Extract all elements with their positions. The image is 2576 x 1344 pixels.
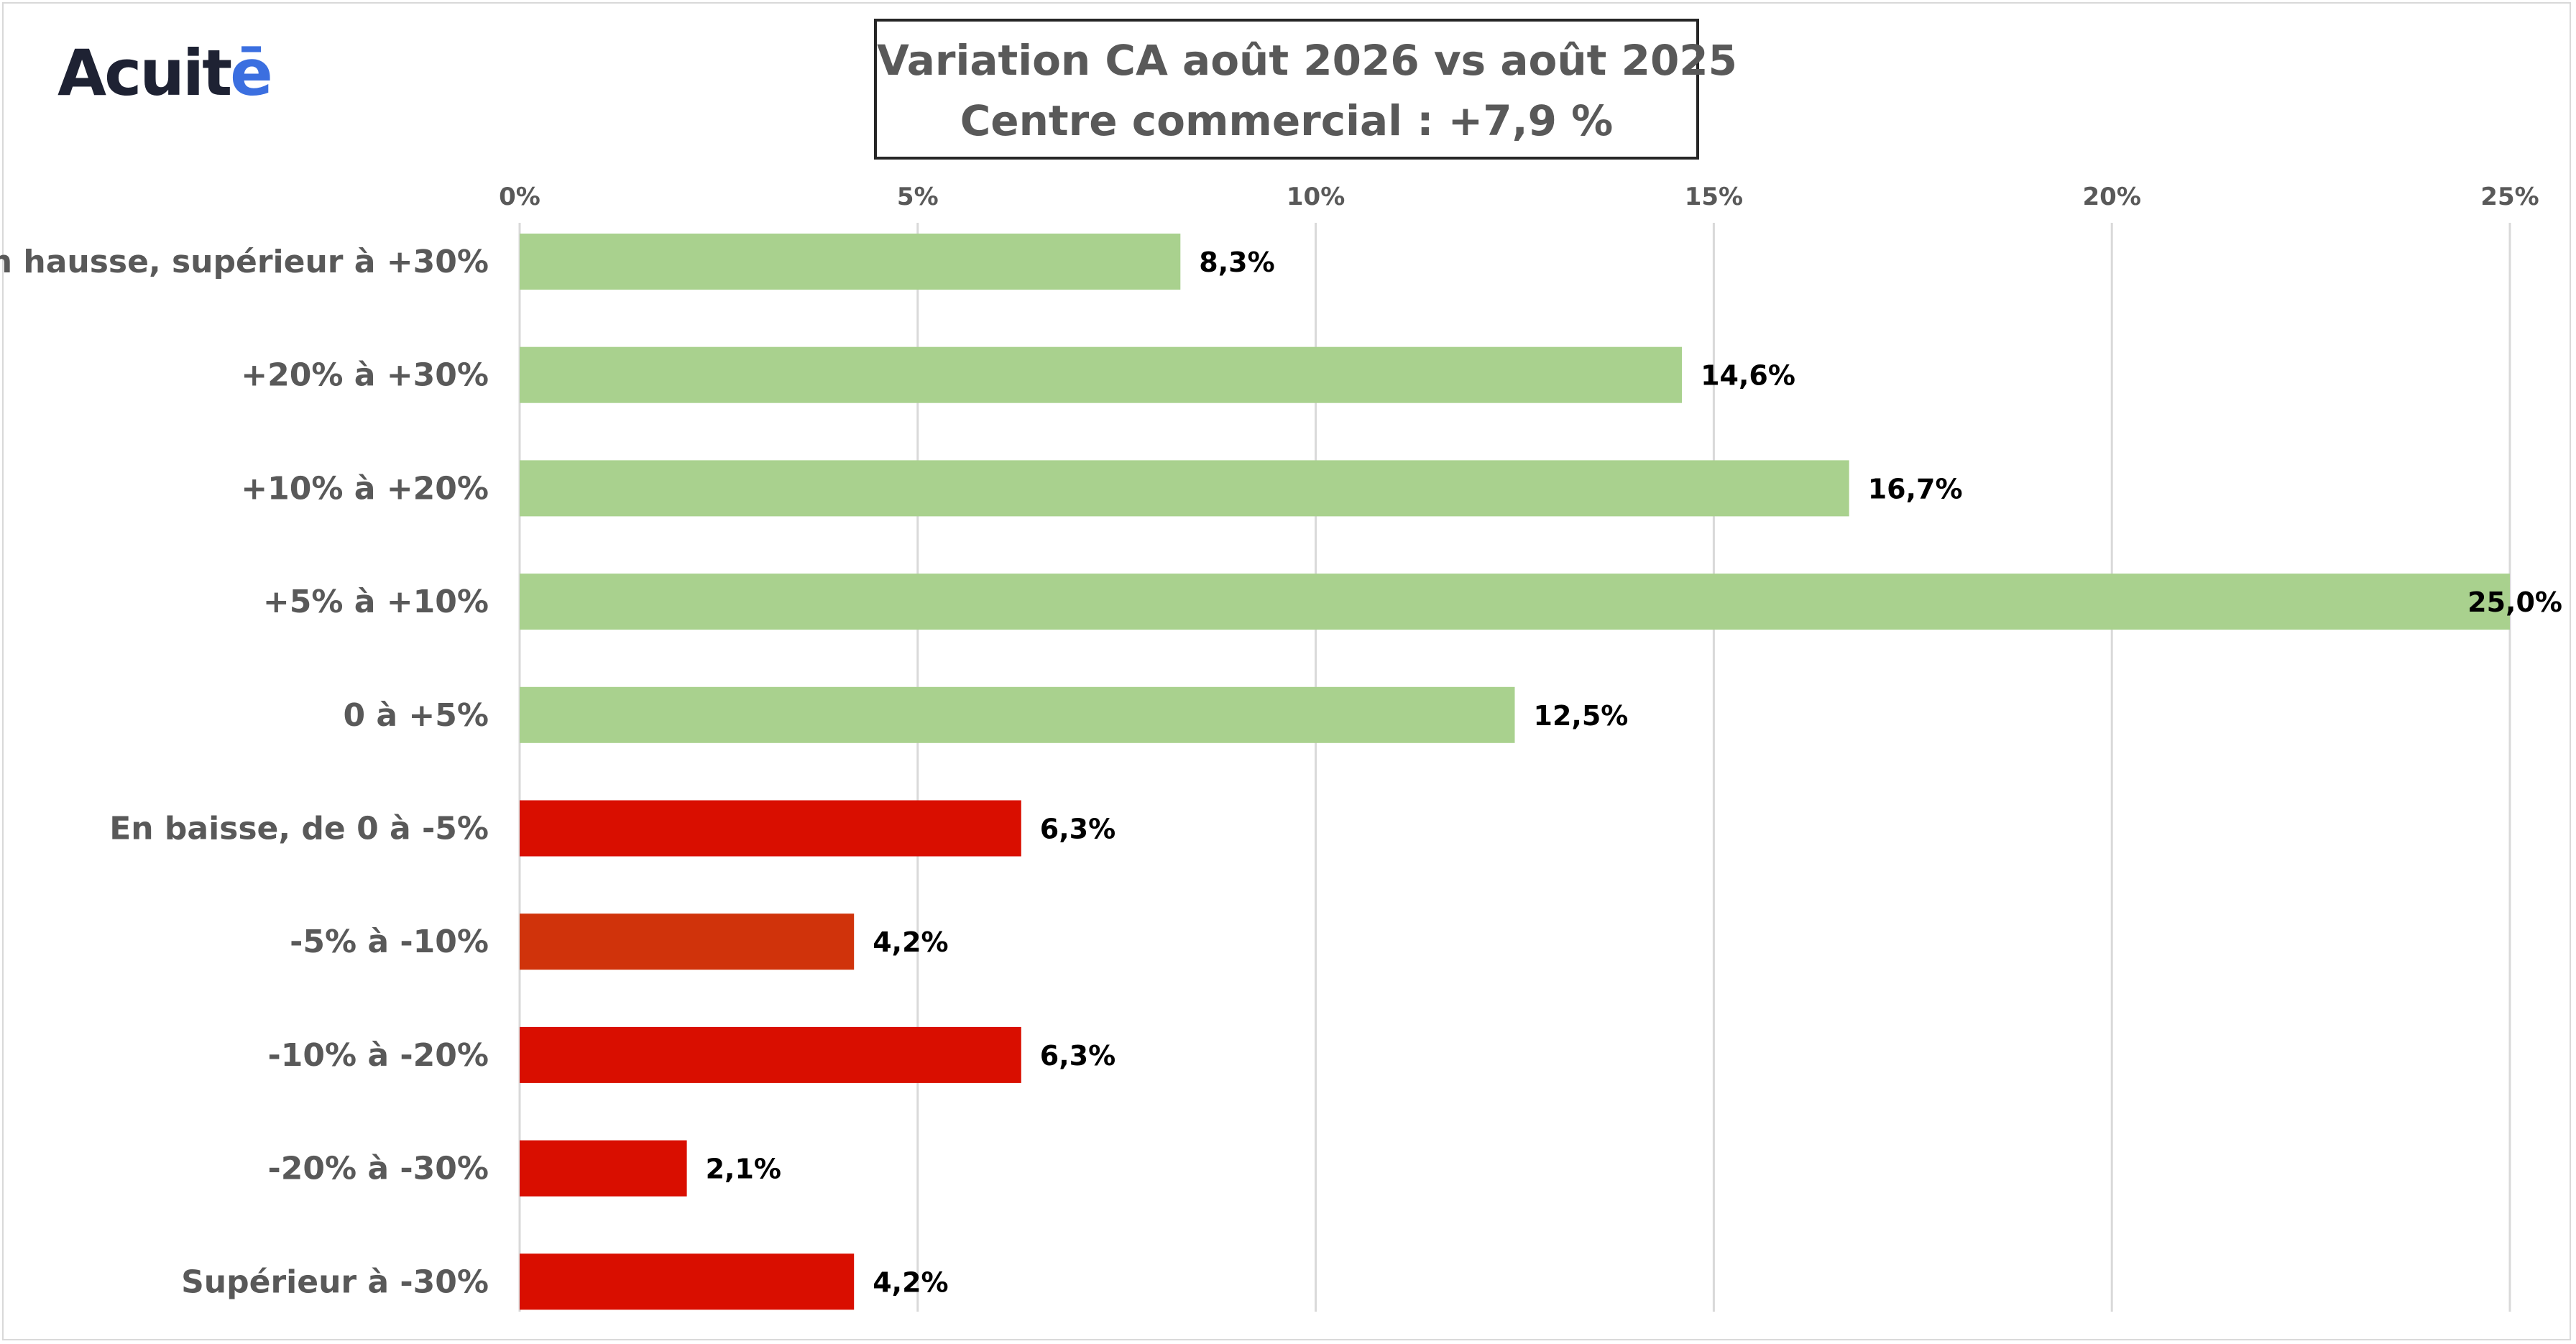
data-label: 4,2% <box>873 926 948 958</box>
category-label: En baisse, de 0 à -5% <box>109 811 489 847</box>
bars <box>520 234 2510 1310</box>
bar <box>520 346 1683 403</box>
data-label: 2,1% <box>706 1154 781 1185</box>
chart-subtitle: Centre commercial : +7,9 % <box>960 96 1614 145</box>
chart-title: Variation CA août 2026 vs août 2025 <box>877 36 1738 85</box>
category-labels: En hausse, supérieur à +30% +20% à +30% +1… <box>0 244 489 1300</box>
x-tick-label: 15% <box>1685 183 1743 211</box>
acuite-logo: Acuitē <box>58 36 273 110</box>
x-tick-label: 5% <box>897 183 939 211</box>
logo-text-accent: ē <box>230 36 273 110</box>
data-label: 4,2% <box>873 1266 948 1298</box>
bar <box>520 1253 855 1310</box>
category-label: -10% à -20% <box>268 1037 489 1074</box>
x-tick-label: 25% <box>2480 183 2539 211</box>
category-label: +5% à +10% <box>263 584 489 620</box>
x-tick-label: 10% <box>1287 183 1345 211</box>
category-label: +10% à +20% <box>241 470 489 507</box>
category-label: +20% à +30% <box>241 357 489 394</box>
category-label: En hausse, supérieur à +30% <box>0 244 489 280</box>
chart-title-box: Variation CA août 2026 vs août 2025 Cent… <box>874 19 1738 160</box>
data-label: 8,3% <box>1199 247 1274 278</box>
category-label: 0 à +5% <box>343 697 489 734</box>
bar <box>520 1026 1021 1083</box>
bar <box>520 913 855 970</box>
x-tick-label: 0% <box>499 183 540 211</box>
bar <box>520 460 1849 517</box>
x-axis-ticks: 0% 5% 10% 15% 20% 25% <box>499 183 2539 211</box>
data-label: 25,0% <box>2467 586 2562 618</box>
x-tick-label: 20% <box>2083 183 2141 211</box>
category-label: Supérieur à -30% <box>181 1264 489 1300</box>
bar <box>520 686 1515 743</box>
data-label: 6,3% <box>1040 1040 1116 1072</box>
bar <box>520 234 1181 290</box>
gridlines <box>518 223 2511 1312</box>
bar <box>520 800 1021 857</box>
category-label: -20% à -30% <box>268 1151 489 1187</box>
data-label: 6,3% <box>1040 814 1116 845</box>
data-label: 12,5% <box>1534 700 1629 732</box>
data-label: 14,6% <box>1701 360 1795 392</box>
bar <box>520 574 2510 630</box>
data-label: 16,7% <box>1868 473 1963 505</box>
data-labels: 8,3% 14,6% 16,7% 25,0% 12,5% 6,3% 4,2% 6,3% 2,1%… <box>706 247 2562 1298</box>
bar <box>520 1140 687 1197</box>
category-label: -5% à -10% <box>290 924 489 960</box>
logo-text: Acuit <box>58 36 232 110</box>
